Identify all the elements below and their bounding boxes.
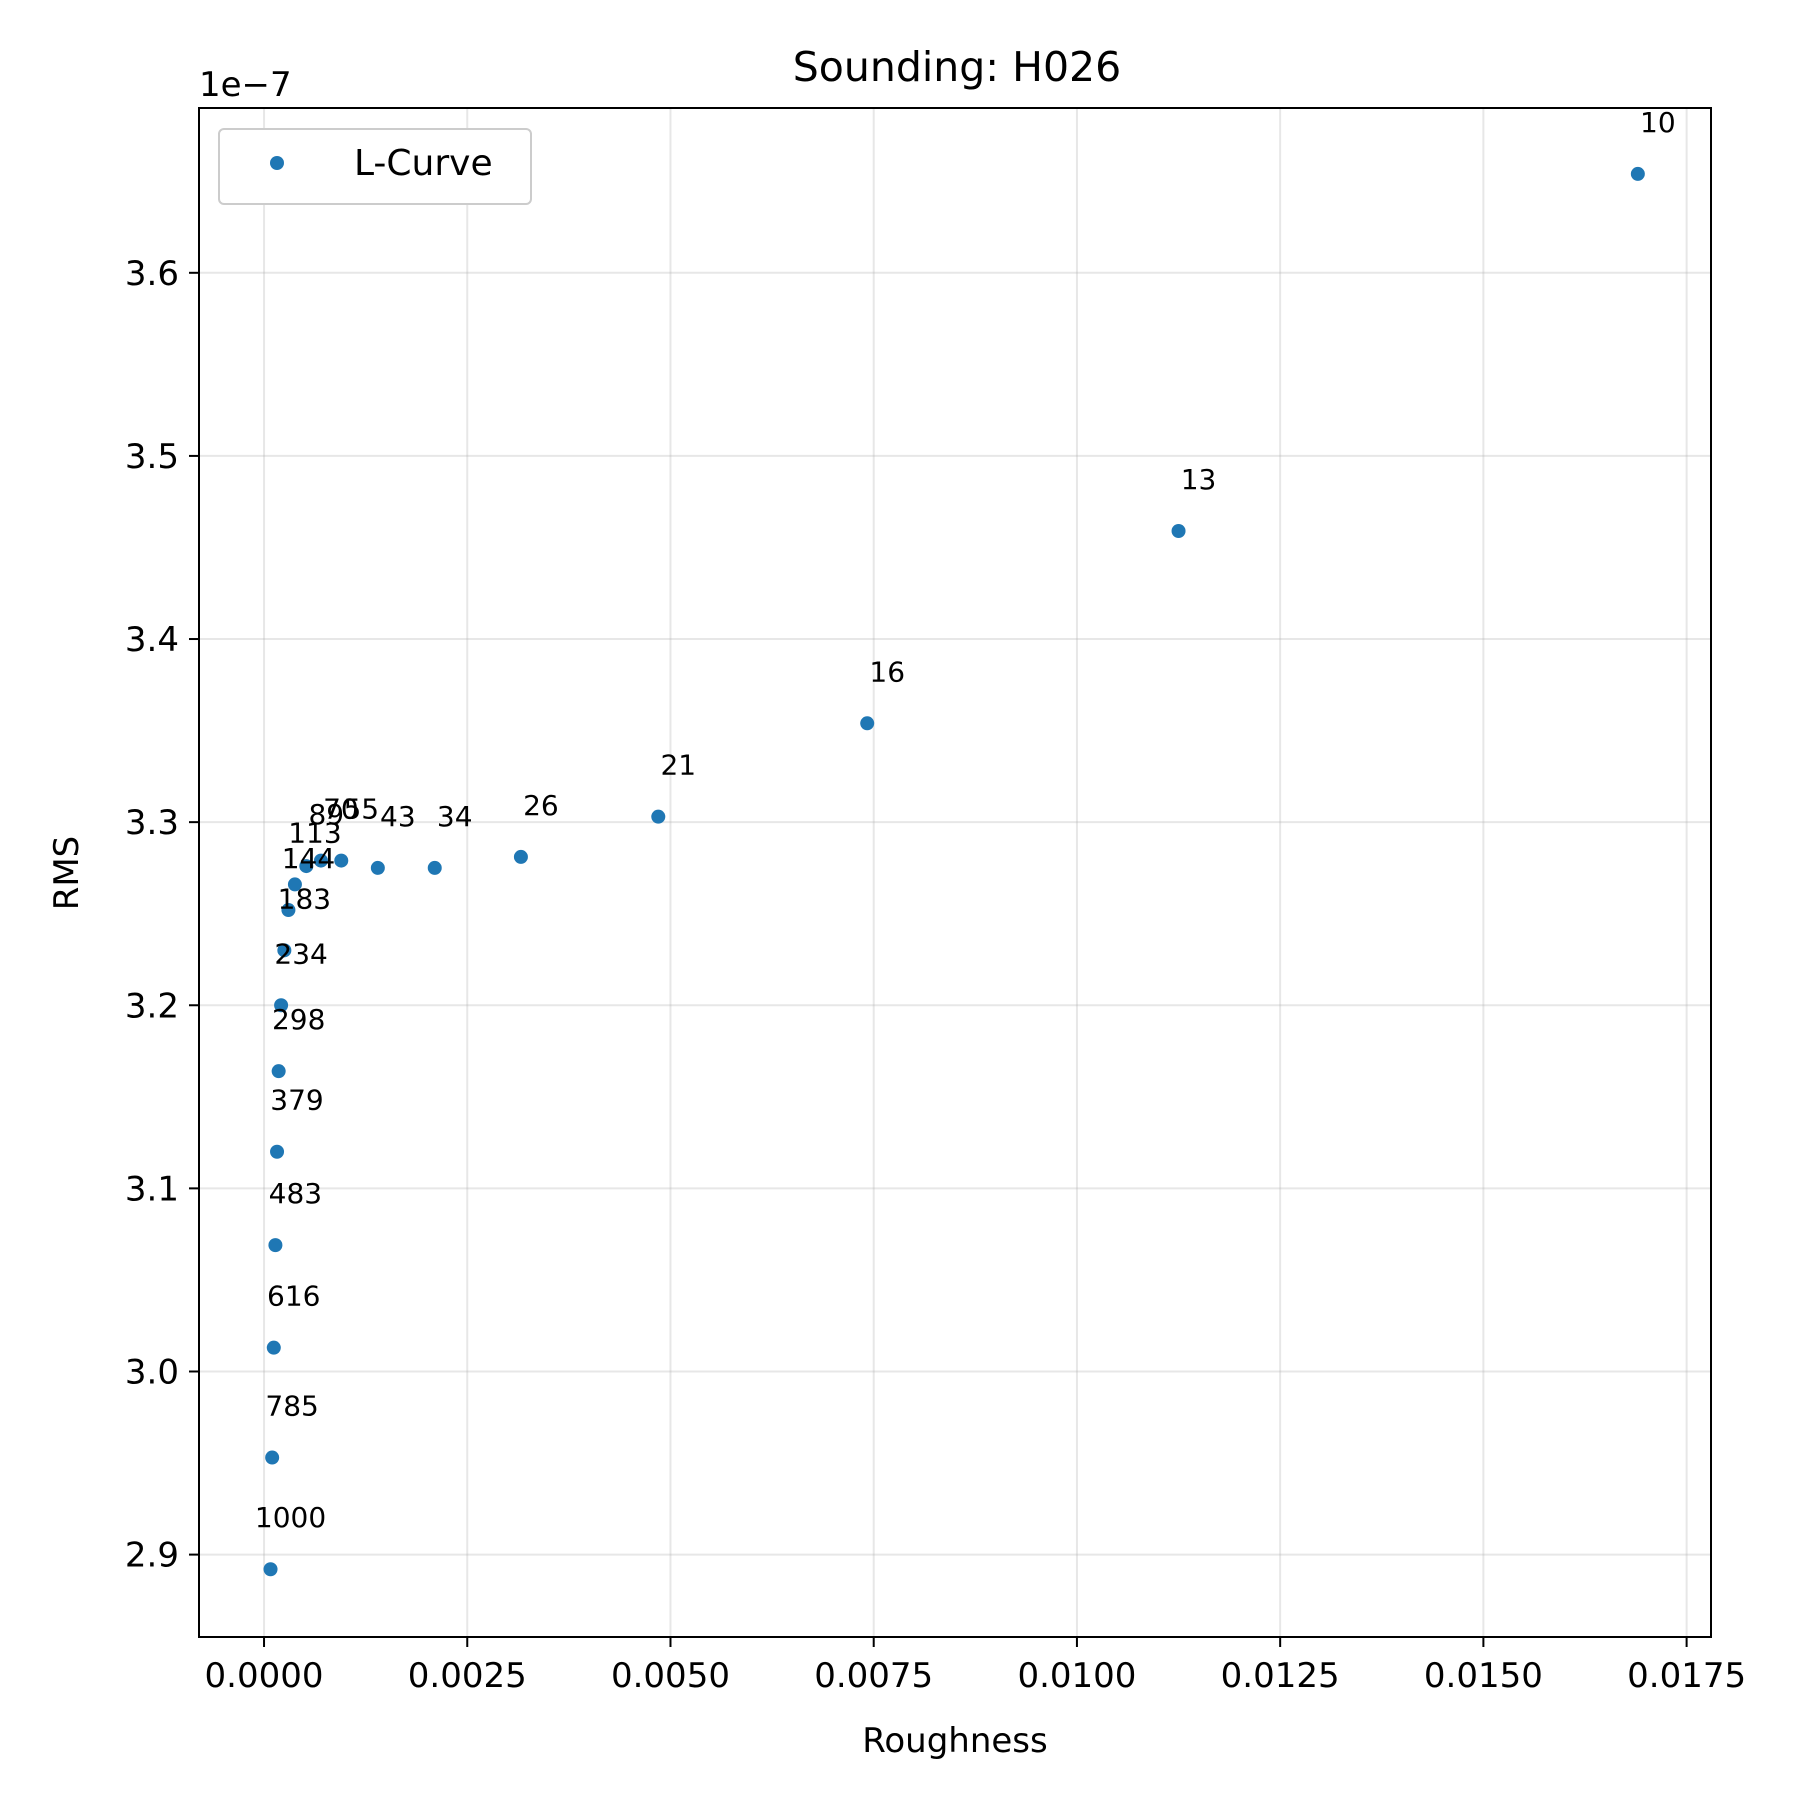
point-label: 379 [270,1084,323,1117]
data-point [427,860,442,875]
chart-title: Sounding: H026 [793,43,1121,91]
x-tick-label: 0.0000 [205,1656,324,1696]
data-point [265,1450,280,1465]
point-label: 13 [1181,463,1217,496]
data-point [370,860,385,875]
point-label: 113 [288,816,341,849]
x-tick-label: 0.0125 [1221,1656,1340,1696]
y-tick-label: 3.4 [125,620,179,660]
y-tick-label: 3.6 [125,254,179,294]
data-point [266,1340,281,1355]
point-label: 34 [437,800,473,833]
x-tick-label: 0.0150 [1424,1656,1543,1696]
legend-marker [270,156,284,170]
point-label: 89 [308,798,344,831]
y-offset-label: 1e−7 [199,65,292,105]
y-axis-ticks: 2.9 3.0 3.1 3.2 3.3 3.4 3.5 3.6 [125,254,199,1576]
data-point [334,853,349,868]
point-label: 298 [272,1003,325,1036]
point-label: 144 [282,842,335,875]
point-label: 21 [660,749,696,782]
grid-lines [199,108,1711,1637]
x-tick-label: 0.0100 [1017,1656,1136,1696]
data-point [313,853,328,868]
x-tick-label: 0.0075 [814,1656,933,1696]
y-tick-label: 3.3 [125,803,179,843]
y-tick-label: 3.5 [125,437,179,477]
data-point [274,998,289,1013]
legend: L-Curve [218,128,532,205]
data-point [277,943,292,958]
point-label: 43 [380,800,416,833]
point-label: 16 [869,655,905,688]
y-tick-label: 2.9 [125,1536,179,1576]
x-tick-label: 0.0050 [611,1656,730,1696]
data-point [270,1144,285,1159]
point-label: 785 [265,1390,318,1423]
y-tick-label: 3.0 [125,1352,179,1392]
point-label: 234 [274,937,327,970]
point-label: 26 [523,789,559,822]
data-point [1630,166,1645,181]
y-tick-label: 3.1 [125,1169,179,1209]
y-tick-label: 3.2 [125,986,179,1026]
data-point [299,859,314,874]
data-point [281,903,296,918]
data-point [651,809,666,824]
data-point [271,1064,286,1079]
data-point [287,877,302,892]
x-tick-label: 0.0025 [408,1656,527,1696]
legend-label: L-Curve [354,143,493,184]
data-points [263,166,1645,1577]
legend-box [218,128,532,205]
x-axis-ticks: 0.0000 0.0025 0.0050 0.0075 0.0100 0.0125 0.01… [205,1637,1746,1696]
data-point [263,1562,278,1577]
data-point [268,1238,283,1253]
point-label: 55 [343,793,379,826]
point-label: 183 [278,882,331,915]
x-tick-label: 0.0175 [1627,1656,1746,1696]
point-label: 10 [1640,106,1676,139]
y-axis-label: RMS [47,836,87,911]
point-label: 70 [323,793,359,826]
point-label: 616 [267,1280,320,1313]
point-label: 1000 [255,1501,326,1534]
x-axis-label: Roughness [862,1721,1047,1761]
plot-frame [198,107,1712,1638]
point-label: 483 [269,1177,322,1210]
data-point [860,716,875,731]
data-point [1171,523,1186,538]
data-point [513,849,528,864]
